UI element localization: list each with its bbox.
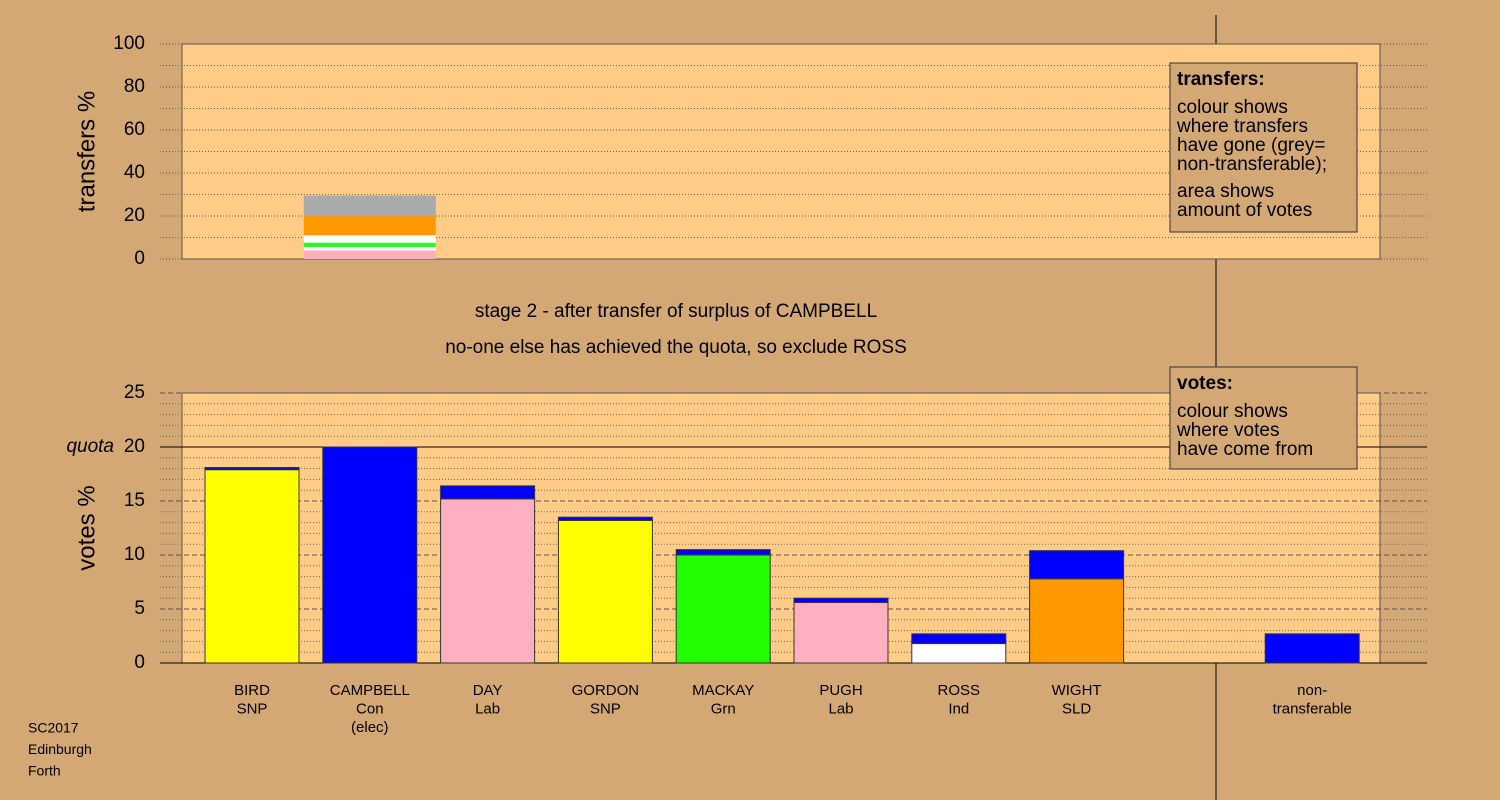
x-tick-label: Grn <box>711 700 736 717</box>
note-title: transfers: <box>1177 69 1265 90</box>
footer-text: SC2017 <box>28 720 79 736</box>
bar-segment <box>911 643 1007 664</box>
x-tick-label: MACKAY <box>692 682 754 699</box>
y-tick-label: 100 <box>113 33 145 54</box>
footer-text: Edinburgh <box>28 741 92 757</box>
x-tick-label: ROSS <box>938 682 981 699</box>
y-tick-label: 10 <box>124 544 145 565</box>
note-text: where votes <box>1176 420 1279 441</box>
subtitle: no-one else has achieved the quota, so e… <box>445 337 907 358</box>
bar-segment <box>303 195 436 216</box>
bar-segment <box>793 597 889 604</box>
y-tick-label: 40 <box>124 162 145 183</box>
bar-segment <box>793 602 889 664</box>
bar-segment <box>557 519 653 664</box>
x-tick-label: SNP <box>590 700 621 717</box>
note-text: area shows <box>1177 181 1274 202</box>
bar-segment <box>1029 550 1125 580</box>
bar-segment <box>303 242 436 248</box>
bar-segment <box>440 498 536 664</box>
bar-segment <box>911 633 1007 645</box>
note-text: colour shows <box>1177 401 1288 422</box>
y-tick-label: 5 <box>134 598 145 619</box>
y-tick-label: 20 <box>124 205 145 226</box>
bar-segment <box>204 467 300 471</box>
y-tick-label: 0 <box>134 248 145 269</box>
y-tick-label: 25 <box>124 382 145 403</box>
x-tick-label: transferable <box>1273 700 1352 717</box>
x-tick-label: Lab <box>475 700 500 717</box>
bar-segment <box>675 549 771 556</box>
bar-segment <box>440 485 536 500</box>
note-title: votes: <box>1177 373 1233 394</box>
bar-segment <box>303 216 436 236</box>
bar-segment <box>303 235 436 243</box>
subtitle: stage 2 - after transfer of surplus of C… <box>475 301 877 322</box>
y-tick-label: 80 <box>124 76 145 97</box>
x-tick-label: DAY <box>473 682 503 699</box>
note-text: amount of votes <box>1177 200 1312 221</box>
note-text: have come from <box>1177 439 1313 460</box>
x-tick-label: SNP <box>237 700 268 717</box>
note-box <box>1169 366 1358 470</box>
note-text: have gone (grey= <box>1177 135 1325 156</box>
note-text: colour shows <box>1177 97 1288 118</box>
x-tick-label: PUGH <box>819 682 862 699</box>
bar-segment <box>303 250 436 259</box>
x-tick-label: WIGHT <box>1052 682 1102 699</box>
bar-segment <box>675 554 771 664</box>
y-axis-label: votes % <box>73 485 100 570</box>
y-tick-label: 60 <box>124 119 145 140</box>
x-tick-label: non- <box>1297 682 1327 699</box>
footer-text: Forth <box>28 763 61 779</box>
x-tick-label: Con <box>356 700 384 717</box>
y-axis-label: transfers % <box>73 91 100 212</box>
x-tick-label: (elec) <box>351 719 389 736</box>
bar-segment <box>322 446 418 664</box>
bar-segment <box>557 516 653 521</box>
x-tick-label: CAMPBELL <box>330 682 410 699</box>
note-text: where transfers <box>1176 116 1308 137</box>
note-box <box>1169 62 1358 233</box>
note-text: non-transferable); <box>1177 154 1327 175</box>
x-tick-label: BIRD <box>234 682 270 699</box>
x-tick-label: SLD <box>1062 700 1091 717</box>
quota-label: quota <box>66 436 114 457</box>
y-tick-label: 20 <box>124 436 145 457</box>
y-tick-label: 0 <box>134 652 145 673</box>
y-tick-label: 15 <box>124 490 145 511</box>
x-tick-label: GORDON <box>572 682 640 699</box>
x-tick-label: Lab <box>828 700 853 717</box>
x-tick-label: Ind <box>948 700 969 717</box>
bar-segment <box>1029 578 1125 664</box>
bar-segment <box>204 469 300 664</box>
bar-segment <box>1264 633 1360 664</box>
bar-segment <box>303 247 436 251</box>
